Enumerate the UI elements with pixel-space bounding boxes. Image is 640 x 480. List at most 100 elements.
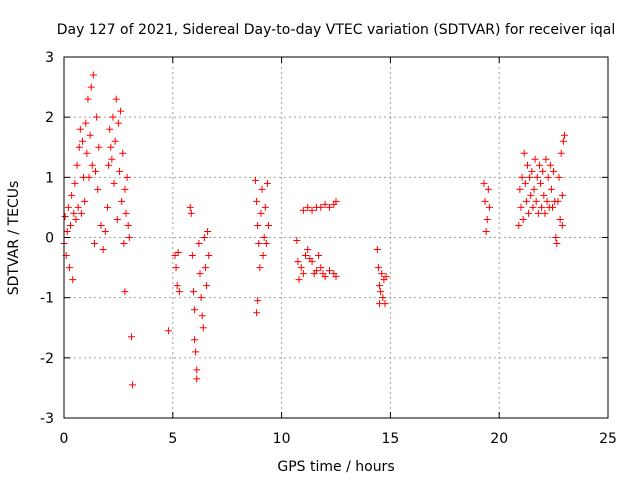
data-point bbox=[546, 161, 554, 169]
data-point bbox=[261, 203, 269, 211]
data-point bbox=[173, 282, 181, 290]
data-point bbox=[558, 191, 566, 199]
data-point bbox=[525, 209, 533, 217]
data-point bbox=[485, 203, 493, 211]
data-point bbox=[262, 240, 270, 248]
data-point bbox=[251, 176, 259, 184]
data-point bbox=[108, 155, 116, 163]
x-tick-label: 5 bbox=[168, 431, 177, 447]
data-point bbox=[186, 203, 194, 211]
data-point bbox=[332, 197, 340, 205]
data-point bbox=[187, 209, 195, 217]
data-point bbox=[530, 185, 538, 193]
data-point bbox=[531, 155, 539, 163]
data-point bbox=[480, 179, 488, 187]
data-point bbox=[125, 234, 133, 241]
data-point bbox=[325, 203, 333, 211]
data-point bbox=[172, 264, 180, 272]
data-point bbox=[175, 288, 183, 296]
data-point bbox=[535, 161, 543, 169]
data-point bbox=[89, 71, 97, 79]
data-point bbox=[93, 113, 101, 121]
data-point bbox=[120, 240, 128, 248]
data-point bbox=[542, 155, 550, 163]
data-point bbox=[97, 221, 105, 229]
data-point bbox=[61, 212, 69, 220]
data-point bbox=[204, 227, 212, 235]
data-point bbox=[308, 258, 316, 266]
data-point bbox=[317, 203, 325, 211]
data-point bbox=[75, 143, 83, 151]
data-point bbox=[541, 209, 549, 217]
data-point bbox=[87, 83, 95, 91]
data-point bbox=[317, 264, 325, 272]
data-point bbox=[95, 143, 103, 151]
data-point bbox=[191, 336, 199, 344]
x-tick-label: 15 bbox=[381, 431, 399, 447]
data-point bbox=[321, 273, 329, 281]
data-point bbox=[112, 95, 120, 103]
data-point bbox=[539, 167, 547, 175]
data-point bbox=[109, 113, 117, 121]
data-point bbox=[188, 252, 196, 260]
data-point bbox=[547, 185, 555, 193]
data-point bbox=[533, 173, 541, 181]
data-point bbox=[192, 348, 200, 356]
data-point bbox=[205, 252, 213, 260]
data-point bbox=[529, 203, 537, 211]
data-point bbox=[521, 179, 529, 187]
x-tick-label: 25 bbox=[599, 431, 617, 447]
data-point bbox=[198, 312, 206, 320]
y-axis-label: SDTVAR / TECUs bbox=[6, 181, 22, 296]
x-tick-label: 20 bbox=[490, 431, 508, 447]
x-tick-label: 0 bbox=[60, 431, 69, 447]
x-tick-label: 10 bbox=[273, 431, 291, 447]
data-point bbox=[265, 221, 273, 229]
data-point bbox=[74, 203, 82, 211]
data-point bbox=[299, 206, 307, 214]
data-point bbox=[304, 246, 312, 254]
data-point bbox=[379, 294, 387, 302]
data-point bbox=[255, 240, 263, 248]
data-point bbox=[99, 246, 107, 254]
data-point bbox=[200, 234, 208, 241]
data-point bbox=[68, 191, 76, 199]
x-axis-label: GPS time / hours bbox=[277, 459, 394, 475]
data-point bbox=[558, 221, 566, 229]
data-point bbox=[85, 173, 93, 181]
data-point bbox=[549, 203, 557, 211]
data-point bbox=[127, 333, 135, 341]
data-point bbox=[122, 209, 130, 217]
data-point bbox=[78, 137, 86, 145]
y-tick-label: -2 bbox=[40, 351, 54, 367]
data-point bbox=[560, 131, 568, 139]
data-point bbox=[77, 209, 85, 217]
data-point bbox=[258, 185, 266, 193]
data-point bbox=[193, 375, 201, 383]
data-point bbox=[537, 179, 545, 187]
data-point bbox=[544, 173, 552, 181]
data-point bbox=[377, 288, 385, 296]
data-point bbox=[254, 297, 262, 305]
data-point bbox=[189, 288, 197, 296]
grid bbox=[64, 57, 608, 418]
y-tick-label: -1 bbox=[40, 291, 54, 307]
data-point bbox=[515, 221, 523, 229]
data-point bbox=[304, 203, 312, 211]
data-point bbox=[263, 179, 271, 187]
data-point bbox=[332, 273, 340, 281]
data-point bbox=[69, 276, 77, 284]
data-point bbox=[295, 276, 303, 284]
data-point bbox=[559, 137, 567, 145]
data-point bbox=[254, 221, 262, 229]
data-point bbox=[556, 215, 564, 223]
data-point bbox=[517, 203, 525, 211]
data-point bbox=[67, 221, 75, 229]
data-point bbox=[171, 252, 179, 260]
data-point bbox=[259, 252, 267, 260]
data-point bbox=[528, 167, 536, 175]
data-point bbox=[76, 125, 84, 133]
data-point bbox=[554, 197, 562, 205]
data-point bbox=[552, 234, 560, 241]
data-point bbox=[119, 149, 127, 157]
